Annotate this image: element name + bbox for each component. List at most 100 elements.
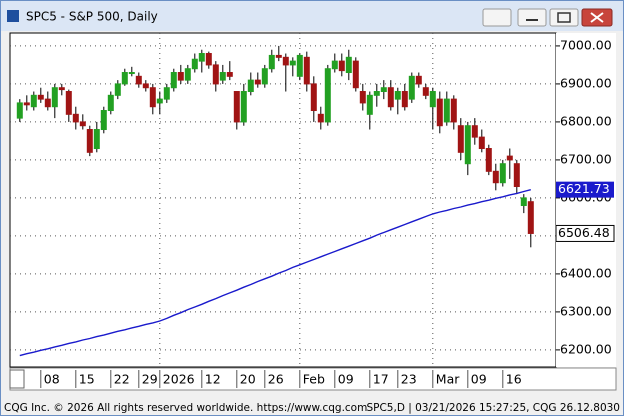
ma-value-label: 6621.73	[558, 181, 610, 196]
x-tick-label: 29	[142, 372, 158, 387]
candle-body	[198, 53, 205, 62]
candle-body	[366, 94, 373, 115]
candle-body	[114, 83, 121, 96]
x-tick-label: 20	[240, 372, 256, 387]
close-icon	[590, 12, 604, 23]
candle-body	[401, 91, 408, 108]
x-tick-label: 09	[471, 372, 487, 387]
candle-body	[338, 60, 345, 72]
x-tick-label: 22	[114, 372, 130, 387]
candle-body	[212, 64, 219, 85]
candle-body	[51, 87, 58, 108]
ma-value-box	[556, 181, 614, 198]
candle-body	[415, 75, 422, 85]
app-icon	[7, 10, 19, 22]
candle-body	[436, 98, 443, 127]
last-price-box	[555, 224, 615, 242]
candle-body	[156, 98, 163, 104]
last-price-label: 6506.48	[558, 225, 610, 240]
candle-body	[485, 148, 492, 172]
candle-body	[478, 136, 485, 150]
candle-body	[72, 113, 79, 123]
candle-body	[457, 125, 464, 153]
y-tick-label: 7000.00	[560, 37, 612, 52]
candle-body	[86, 129, 93, 153]
candle-body	[513, 163, 520, 188]
candle-body	[527, 201, 534, 234]
candle-body	[65, 91, 72, 115]
price-axis	[556, 33, 616, 367]
candle-body	[205, 53, 212, 66]
x-tick-label: 17	[373, 372, 389, 387]
candle-body	[464, 125, 471, 165]
y-tick-label: 6800.00	[560, 113, 612, 128]
candle-body	[128, 72, 135, 75]
candle-body	[289, 60, 296, 66]
candle-body	[380, 87, 387, 93]
window-title: SPC5 - S&P 500, Daily	[26, 10, 158, 24]
candle-body	[520, 197, 527, 207]
candle-body	[373, 91, 380, 96]
candle-body	[170, 72, 177, 89]
candle-body	[233, 91, 240, 123]
maximize-button[interactable]	[549, 8, 579, 27]
x-tick-label: 26	[268, 372, 284, 387]
candle-body	[16, 102, 23, 119]
y-tick-label: 6700.00	[560, 151, 612, 166]
moving-average	[19, 189, 531, 357]
candle-body	[93, 129, 100, 150]
maximize-icon	[557, 12, 571, 23]
x-tick-label: 16	[506, 372, 522, 387]
y-tick-label: 6300.00	[560, 303, 612, 318]
plot: 6200.006300.006400.006500.006600.006700.…	[10, 33, 615, 388]
candle-body	[79, 121, 86, 127]
footer-right: SPC5,D | 03/21/2026 15:27:25, CQG 26.12.…	[366, 402, 620, 414]
x-tick-label: 15	[79, 372, 95, 387]
candle-body	[506, 155, 513, 161]
minimize-button[interactable]	[517, 8, 547, 27]
candle-body	[422, 87, 429, 96]
candle-body	[296, 54, 303, 77]
candle-body	[331, 60, 338, 70]
x-tick-label: 2026	[163, 372, 195, 387]
candle-body	[275, 54, 282, 58]
x-tick-label: 12	[205, 372, 221, 387]
candle-body	[310, 83, 317, 112]
candle-body	[324, 68, 331, 123]
candle-body	[387, 87, 394, 108]
candle-body	[226, 72, 233, 77]
candle-body	[191, 58, 198, 70]
x-tick-label: 23	[401, 372, 417, 387]
candle-body	[135, 75, 142, 85]
link-button[interactable]	[482, 8, 512, 27]
candle-body	[450, 98, 457, 123]
candle-body	[492, 170, 499, 184]
candle-body	[499, 163, 506, 184]
candle-body	[352, 60, 359, 89]
candle-body	[408, 75, 415, 100]
candle-body	[317, 113, 324, 123]
plot-area	[9, 32, 557, 368]
candle-body	[359, 91, 366, 104]
x-tick-label: Feb	[303, 372, 325, 387]
y-tick-label: 6400.00	[560, 265, 612, 280]
y-tick-label: 6900.00	[560, 75, 612, 90]
candle-body	[177, 72, 184, 81]
footer-left: CQG Inc. © 2026 All rights reserved worl…	[4, 402, 367, 414]
candle-body	[268, 54, 275, 70]
candle-body	[23, 102, 30, 106]
candle-body	[121, 72, 128, 85]
candle-body	[58, 87, 65, 91]
candle-body	[100, 110, 107, 131]
candle-body	[261, 68, 268, 85]
candle-body	[219, 72, 226, 81]
candle-body	[429, 91, 436, 108]
candle-body	[443, 98, 450, 123]
candle-body	[254, 79, 261, 85]
candle-body	[303, 56, 310, 85]
x-tick-label: 09	[338, 372, 354, 387]
y-tick-label: 6200.00	[560, 341, 612, 356]
scroll-box[interactable]	[9, 369, 25, 389]
candle-body	[471, 125, 478, 138]
